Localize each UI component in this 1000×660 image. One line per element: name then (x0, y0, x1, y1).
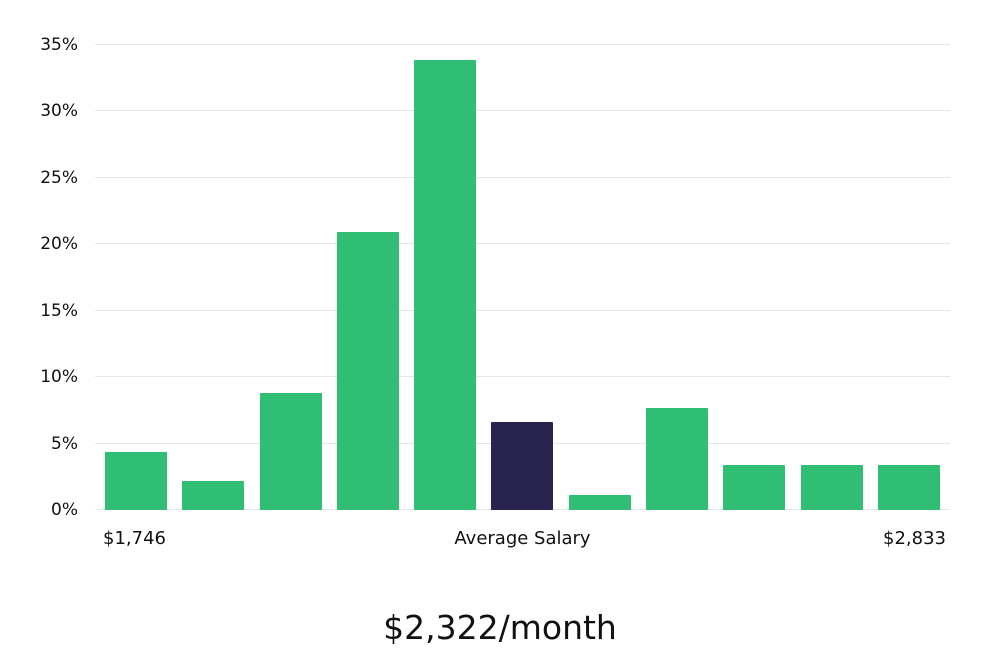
y-tick-label: 20% (40, 234, 78, 255)
bar-3 (336, 232, 399, 510)
bar-6 (568, 495, 631, 510)
bar-4 (414, 59, 477, 510)
gridline-25 (95, 176, 950, 178)
bar-10 (877, 464, 940, 510)
gridline-35 (95, 44, 950, 45)
bar-9 (800, 464, 863, 510)
y-tick-label: 15% (40, 300, 78, 321)
y-tick-label: 30% (40, 101, 78, 122)
gridline-30 (95, 110, 950, 112)
y-tick-label: 35% (40, 35, 78, 55)
bar-1 (182, 480, 245, 510)
bar-0 (105, 451, 167, 510)
bar-7 (646, 407, 709, 510)
bars-group (95, 45, 950, 510)
y-tick-label: 0% (51, 500, 78, 520)
bar-average-highlight (491, 422, 554, 510)
x-axis-labels: $1,746 Average Salary $2,833 (95, 528, 950, 558)
y-tick-label: 10% (40, 367, 78, 388)
x-label-max-salary: $2,833 (883, 528, 946, 549)
x-label-min-salary: $1,746 (103, 528, 166, 549)
gridline-20 (95, 243, 950, 245)
gridline-15 (95, 309, 950, 311)
bar-8 (723, 464, 786, 510)
y-tick-label: 5% (51, 433, 78, 454)
bar-2 (259, 393, 322, 510)
plot-area (95, 44, 950, 510)
y-tick-label: 25% (40, 167, 78, 188)
y-axis-labels: 0% 5% 10% 15% 20% 25% 30% 35% (0, 35, 88, 520)
gridline-10 (95, 376, 950, 378)
x-label-average-salary: Average Salary (454, 528, 591, 549)
chart-title: $2,322/month (383, 608, 617, 647)
